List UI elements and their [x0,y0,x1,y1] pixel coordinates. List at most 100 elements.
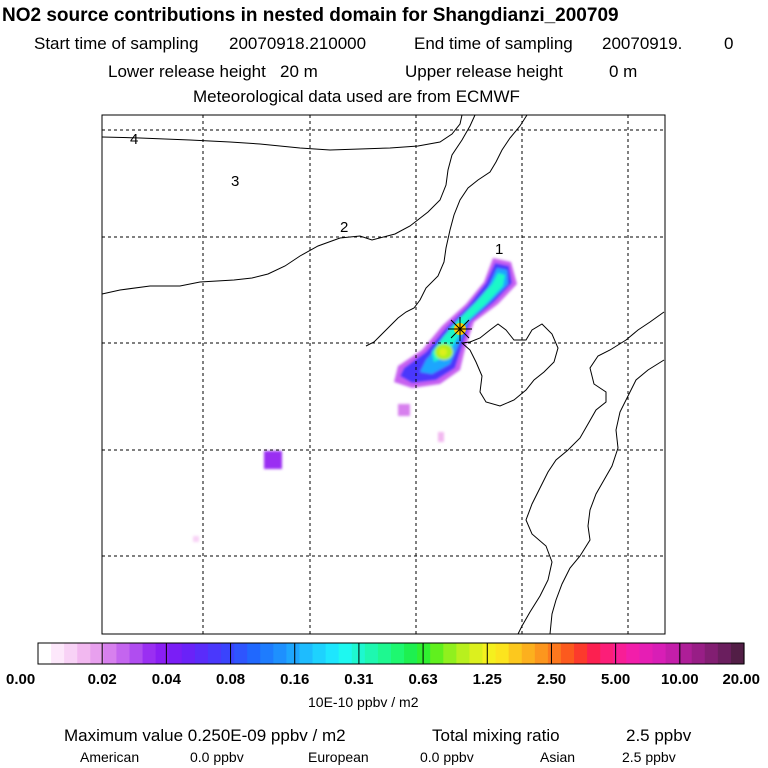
colorbar-swatch [221,643,235,664]
colorbar-swatch [299,643,314,664]
total-mixing-label: Total mixing ratio [432,726,560,745]
colorbar-swatch [443,643,457,664]
max-value-line: Maximum value 0.250E-09 ppbv / m2 [64,726,346,745]
plume-layers [193,258,517,542]
region-label-1: 1 [495,241,503,258]
plume-speck-1 [438,432,444,442]
station-star-icon [448,317,472,341]
colorbar-swatch [129,643,144,664]
colorbar-swatch [364,643,379,664]
coastlines [101,114,665,635]
colorbar-swatch [456,643,471,664]
source-european-label: European [308,749,369,765]
colorbar-ticks: 0.00 0.02 0.04 0.08 0.16 0.31 0.63 1.25 2.50 5.00… [6,643,760,688]
colorbar-swatch [338,643,353,664]
colorbar-swatch [665,643,680,664]
colorbar-swatch [181,643,196,664]
colorbar-swatch [704,643,719,664]
source-asian-label: Asian [540,749,576,765]
colorbar-tick-label: 10.00 [661,671,699,688]
colorbar-swatch [103,643,118,664]
colorbar-swatch [430,643,444,664]
colorbar-tick-label: 5.00 [601,671,630,688]
colorbar-swatch [273,643,287,664]
colorbar-swatch [560,643,575,664]
colorbar-swatch [417,643,431,664]
colorbar-swatch [613,643,627,664]
colorbar-tick-label: 1.25 [473,671,502,688]
source-asian-value: 2.5 ppbv [622,749,676,765]
colorbar-swatch [495,643,510,664]
colorbar-swatch [404,643,418,664]
upper-release-label: Upper release height [405,62,563,81]
colorbar-tick-label: 20.00 [722,671,760,688]
colorbar-swatch [312,643,327,664]
colorbar-tick-label: 0.02 [88,671,117,688]
region-label-4: 4 [130,131,138,148]
isolated-blob [264,451,282,469]
colorbar-swatch [639,643,654,664]
colorbar-swatch [286,643,301,664]
colorbar-swatch [482,643,497,664]
source-european-value: 0.0 ppbv [420,749,474,765]
colorbar-swatch [260,643,274,664]
plume-tail [398,404,410,416]
colorbar-swatch [377,643,392,664]
colorbar-swatch [207,643,222,664]
colorbar-swatch [391,643,405,664]
colorbar-swatch [325,643,340,664]
page-title: NO2 source contributions in nested domai… [2,5,619,26]
colorbar-swatch [652,643,667,664]
colorbar-swatch [534,643,549,664]
colorbar-swatch [508,643,523,664]
colorbar-swatch [51,643,65,664]
colorbar-swatch [521,643,536,664]
region-label-2: 2 [340,219,348,236]
colorbar-swatch [626,643,640,664]
start-time-value: 20070918.210000 [229,34,367,53]
colorbar-swatch [600,643,614,664]
lower-release-label: Lower release height [108,62,266,81]
source-american-value: 0.0 ppbv [190,749,244,765]
colorbar-swatch [90,643,104,664]
colorbar-swatch [717,643,732,664]
colorbar-tick-label: 0.16 [280,671,309,688]
lower-release-value: 20 m [280,62,318,81]
colorbar-swatch [194,643,209,664]
source-american-label: American [80,749,140,765]
colorbar-tick-label: 0.00 [6,671,35,688]
colorbar-swatch [168,643,183,664]
colorbar-swatch [574,643,588,664]
region-label-3: 3 [231,173,239,190]
end-time-value: 20070919. [602,34,683,53]
met-data-line: Meteorological data used are from ECMWF [193,87,520,106]
colorbar-swatch [247,643,261,664]
colorbar-tick-label: 0.63 [408,671,437,688]
isolated-speck [193,536,199,542]
colorbar-tick-label: 0.08 [216,671,245,688]
colorbar-swatch [678,643,693,664]
colorbar-swatch [469,643,484,664]
total-mixing-value: 2.5 ppbv [626,726,692,745]
colorbar-swatch [691,643,706,664]
colorbar-swatch [730,643,745,664]
colorbar-swatch [234,643,248,664]
map-frame [101,114,666,635]
colorbar-tick-label: 2.50 [537,671,566,688]
colorbar-swatch [64,643,78,664]
colorbar-swatch [587,643,601,664]
colorbar-tick-label: 0.04 [152,671,182,688]
colorbar [38,643,745,664]
upper-release-value: 0 m [609,62,638,81]
colorbar-swatch [547,643,562,664]
end-time-suffix: 0 [724,34,734,53]
start-time-label: Start time of sampling [34,34,199,53]
end-time-label: End time of sampling [414,34,573,53]
plume-inner [432,273,505,362]
colorbar-swatch [116,643,131,664]
colorbar-swatch [155,643,170,664]
colorbar-tick-label: 0.31 [344,671,373,688]
colorbar-unit: 10E-10 ppbv / m2 [308,694,419,710]
grid-lines [102,115,665,634]
